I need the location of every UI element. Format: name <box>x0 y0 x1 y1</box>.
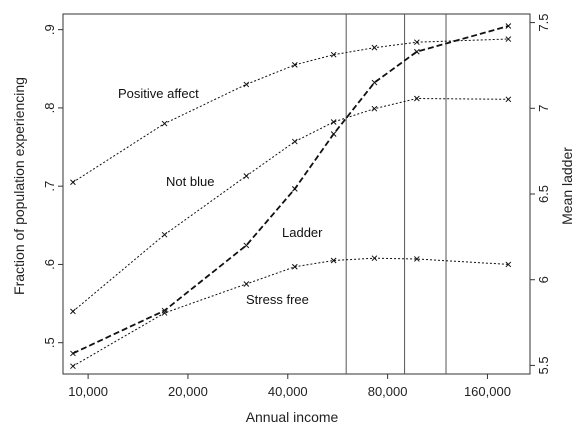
data-point-not-blue <box>291 138 298 145</box>
data-point-not-blue <box>70 308 76 315</box>
data-point-ladder <box>243 242 250 249</box>
data-point-positive-affect <box>70 179 76 186</box>
data-point-positive-affect <box>371 44 378 51</box>
x-tick-label: 10,000 <box>68 384 108 399</box>
y-left-tick-label: .6 <box>42 259 57 270</box>
y-axis-right-ticks: 5.5 6 6.5 7 7.5 <box>530 14 551 374</box>
annotation-not-blue: Not blue <box>166 174 214 189</box>
data-point-not-blue <box>371 105 378 112</box>
annotations: Positive affect Not blue Ladder Stress free <box>118 86 323 307</box>
data-point-ladder <box>413 48 420 55</box>
x-tick-label: 80,000 <box>368 384 408 399</box>
x-axis-ticks: 10,000 20,000 40,000 80,000 160,000 <box>68 374 511 399</box>
plot-frame <box>62 13 531 375</box>
y-axis-right-title: Mean ladder <box>559 147 575 225</box>
data-point-positive-affect <box>161 120 168 127</box>
data-point-stress-free <box>413 256 420 262</box>
x-tick-label: 40,000 <box>268 384 308 399</box>
data-point-not-blue <box>413 95 420 102</box>
data-point-ladder <box>505 23 512 29</box>
data-point-ladder <box>161 307 168 314</box>
data-point-not-blue <box>330 119 337 125</box>
series-line-positive-affect <box>72 38 509 183</box>
annotation-stress-free: Stress free <box>246 292 309 307</box>
series-line-stress-free <box>72 257 509 367</box>
y-left-tick-label: .9 <box>42 24 57 35</box>
annotation-positive-affect: Positive affect <box>118 86 199 101</box>
y-axis-left-ticks: .5 .6 .7 .8 .9 <box>42 24 63 348</box>
data-point-not-blue <box>505 96 512 103</box>
y-left-tick-label: .5 <box>42 337 57 348</box>
y-right-tick-label: 5.5 <box>536 356 551 374</box>
y-right-tick-label: 6 <box>536 276 551 283</box>
reference-lines <box>345 14 447 374</box>
x-tick-label: 160,000 <box>464 384 511 399</box>
data-point-not-blue <box>243 173 250 179</box>
series-group <box>70 23 512 370</box>
data-point-ladder <box>291 186 298 192</box>
data-point-stress-free <box>505 261 512 268</box>
data-point-positive-affect <box>413 39 420 46</box>
x-tick-label: 20,000 <box>168 384 208 399</box>
data-point-positive-affect <box>505 36 512 42</box>
data-point-positive-affect <box>330 51 337 58</box>
data-point-stress-free <box>291 263 298 270</box>
y-right-tick-label: 6.5 <box>536 185 551 203</box>
data-point-stress-free <box>243 281 250 287</box>
y-left-tick-label: .8 <box>42 102 57 113</box>
data-point-stress-free <box>371 255 378 262</box>
y-right-tick-label: 7.5 <box>536 14 551 32</box>
y-axis-left-title: Fraction of population experiencing <box>11 77 27 295</box>
series-line-not-blue <box>72 97 509 312</box>
data-point-stress-free <box>70 363 76 370</box>
data-point-not-blue <box>161 231 168 238</box>
data-point-stress-free <box>330 257 337 264</box>
data-point-ladder <box>330 131 337 137</box>
plot-border <box>62 13 531 375</box>
data-point-positive-affect <box>243 81 250 88</box>
data-point-positive-affect <box>291 62 298 68</box>
data-point-ladder <box>70 350 76 357</box>
x-axis-title: Annual income <box>246 409 339 425</box>
annotation-ladder: Ladder <box>282 225 323 240</box>
y-right-tick-label: 7 <box>536 105 551 112</box>
series-line-ladder <box>72 25 509 355</box>
data-point-ladder <box>371 79 378 86</box>
y-left-tick-label: .7 <box>42 181 57 192</box>
